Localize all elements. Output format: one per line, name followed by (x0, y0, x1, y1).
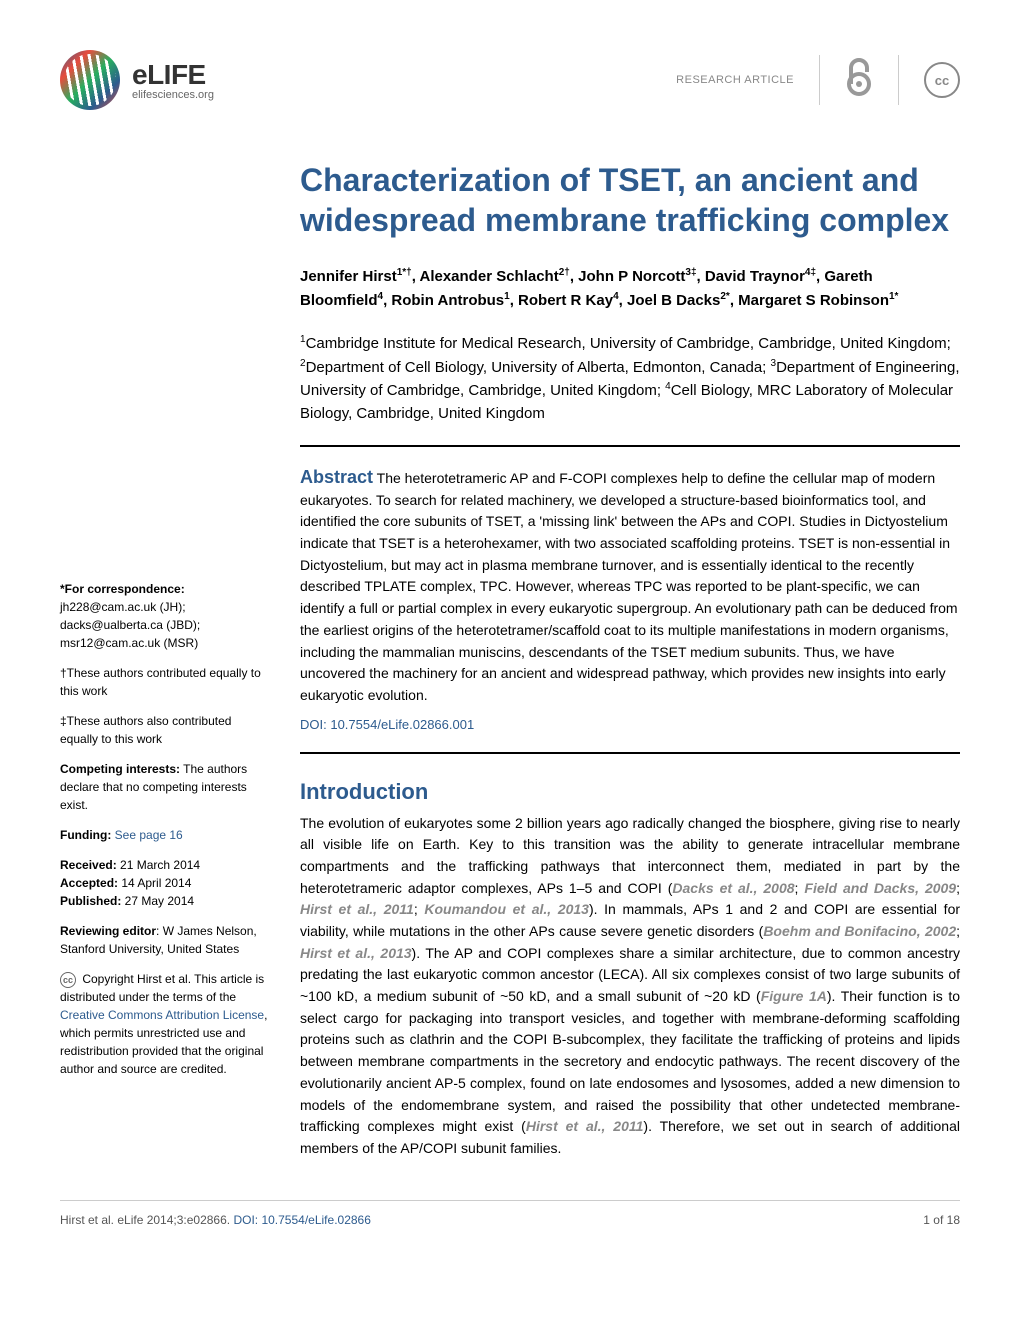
contrib-dagger: †These authors contributed equally to th… (60, 664, 270, 700)
article-content: Characterization of TSET, an ancient and… (300, 160, 960, 1160)
funding-label: Funding: (60, 828, 111, 842)
footer-citation: Hirst et al. eLife 2014;3:e02866. DOI: 1… (60, 1213, 371, 1227)
open-access-icon (845, 56, 873, 105)
received-label: Received: (60, 858, 117, 872)
reviewing-editor: Reviewing editor: W James Nelson, Stanfo… (60, 922, 270, 958)
logo-subtitle[interactable]: elifesciences.org (132, 89, 214, 101)
divider-icon (898, 55, 899, 105)
published-date: 27 May 2014 (121, 894, 194, 908)
logo-title: eLIFE (132, 59, 214, 91)
funding-link[interactable]: See page 16 (115, 828, 183, 842)
logo-section: eLIFE elifesciences.org (60, 50, 214, 110)
intro-paragraph: The evolution of eukaryotes some 2 billi… (300, 813, 960, 1160)
footer-citation-text: Hirst et al. eLife 2014;3:e02866. (60, 1213, 233, 1227)
dates-block: Received: 21 March 2014 Accepted: 14 Apr… (60, 856, 270, 910)
abstract-text: The heterotetrameric AP and F-COPI compl… (300, 470, 958, 703)
article-title: Characterization of TSET, an ancient and… (300, 160, 960, 240)
competing-label: Competing interests: (60, 762, 180, 776)
header-right: RESEARCH ARTICLE cc (676, 55, 960, 105)
cc-license-link[interactable]: Creative Commons Attribution License (60, 1008, 264, 1022)
elife-logo-icon (60, 50, 120, 110)
abstract-doi[interactable]: DOI: 10.7554/eLife.02866.001 (300, 717, 960, 732)
correspondence-block: *For correspondence: jh228@cam.ac.uk (JH… (60, 580, 270, 652)
cc-license-icon: cc (924, 62, 960, 98)
abstract-label: Abstract (300, 467, 373, 487)
article-type-label: RESEARCH ARTICLE (676, 74, 794, 86)
abstract-block: Abstract The heterotetrameric AP and F-C… (300, 467, 960, 707)
logo-text: eLIFE elifesciences.org (132, 59, 214, 101)
footer-page-number: 1 of 18 (923, 1213, 960, 1227)
main-container: *For correspondence: jh228@cam.ac.uk (JH… (60, 160, 960, 1160)
accepted-label: Accepted: (60, 876, 118, 890)
copyright-block: cc Copyright Hirst et al. This article i… (60, 970, 270, 1078)
divider-rule (300, 752, 960, 754)
divider-rule (300, 445, 960, 447)
page-header: eLIFE elifesciences.org RESEARCH ARTICLE… (60, 50, 960, 110)
editor-label: Reviewing editor (60, 924, 156, 938)
received-date: 21 March 2014 (117, 858, 200, 872)
cc-small-icon: cc (60, 972, 76, 988)
sidebar: *For correspondence: jh228@cam.ac.uk (JH… (60, 160, 270, 1160)
correspondence-emails[interactable]: jh228@cam.ac.uk (JH); dacks@ualberta.ca … (60, 600, 200, 650)
page-footer: Hirst et al. eLife 2014;3:e02866. DOI: 1… (60, 1200, 960, 1227)
funding-block: Funding: See page 16 (60, 826, 270, 844)
copyright-text: Copyright Hirst et al. This article is d… (60, 972, 264, 1004)
contrib-ddagger: ‡These authors also contributed equally … (60, 712, 270, 748)
author-list: Jennifer Hirst1*†, Alexander Schlacht2†,… (300, 265, 960, 312)
divider-icon (819, 55, 820, 105)
competing-interests: Competing interests: The authors declare… (60, 760, 270, 814)
correspondence-label: *For correspondence: (60, 582, 185, 596)
footer-doi-link[interactable]: DOI: 10.7554/eLife.02866 (233, 1213, 370, 1227)
accepted-date: 14 April 2014 (118, 876, 191, 890)
section-intro-title: Introduction (300, 779, 960, 805)
affiliations: 1Cambridge Institute for Medical Researc… (300, 332, 960, 425)
published-label: Published: (60, 894, 121, 908)
